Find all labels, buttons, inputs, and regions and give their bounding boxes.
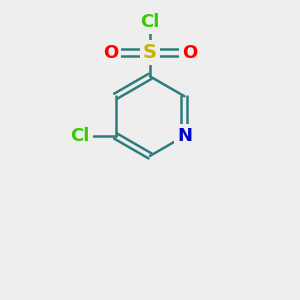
Text: Cl: Cl: [140, 13, 160, 31]
Text: N: N: [177, 127, 192, 145]
Text: S: S: [143, 43, 157, 62]
Text: O: O: [103, 44, 118, 62]
Text: O: O: [182, 44, 197, 62]
Text: Cl: Cl: [70, 127, 90, 145]
